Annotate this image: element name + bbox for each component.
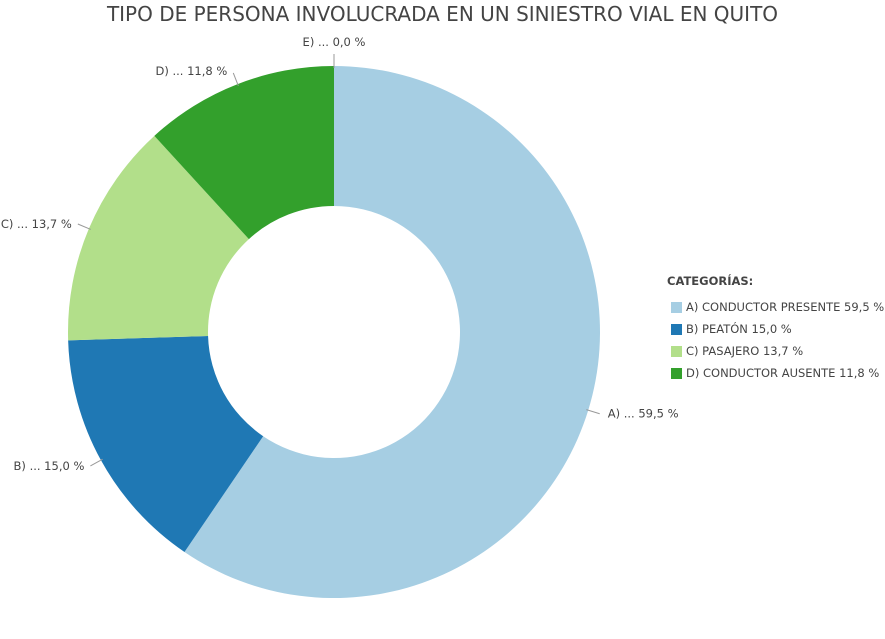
slice-b [68,335,264,553]
leader-line-c [77,223,91,230]
leader-line-d [232,72,239,87]
legend-label: C) PASAJERO 13,7 % [686,344,804,358]
legend-label: A) CONDUCTOR PRESENTE 59,5 % [686,300,885,314]
legend-items: A) CONDUCTOR PRESENTE 59,5 % B) PEATÓN 15… [667,296,884,384]
legend: CATEGORÍAS: A) CONDUCTOR PRESENTE 59,5 %… [667,274,884,384]
legend-label: D) CONDUCTOR AUSENTE 11,8 % [686,366,880,380]
legend-item-b[interactable]: B) PEATÓN 15,0 % [671,318,884,340]
slice-labels: A) ... 59,5 % B) ... 15,0 % C) ... 13,7 % D… [1,35,679,473]
leader-lines [77,54,600,467]
slice-label-c: C) ... 13,7 % [1,217,72,231]
leader-line-a [586,409,600,415]
slice-label-b: B) ... 15,0 % [14,459,85,473]
legend-swatch [671,301,682,313]
chart-title: TIPO DE PERSONA INVOLUCRADA EN UN SINIES… [106,2,779,26]
legend-item-d[interactable]: D) CONDUCTOR AUSENTE 11,8 % [671,362,884,384]
legend-item-a[interactable]: A) CONDUCTOR PRESENTE 59,5 % [671,296,884,318]
slice-label-a: A) ... 59,5 % [608,407,679,421]
slice-a [184,66,601,598]
donut-slices [68,66,601,598]
legend-swatch [671,367,682,379]
legend-swatch [671,323,682,335]
legend-title: CATEGORÍAS: [667,274,754,288]
slice-c [68,135,249,341]
slice-label-e: E) ... 0,0 % [303,35,366,49]
slice-d [154,66,334,240]
legend-swatch [671,345,682,357]
slice-label-d: D) ... 11,8 % [155,64,227,78]
leader-line-b [90,458,103,467]
legend-item-c[interactable]: C) PASAJERO 13,7 % [671,340,884,362]
legend-label: B) PEATÓN 15,0 % [686,322,792,336]
